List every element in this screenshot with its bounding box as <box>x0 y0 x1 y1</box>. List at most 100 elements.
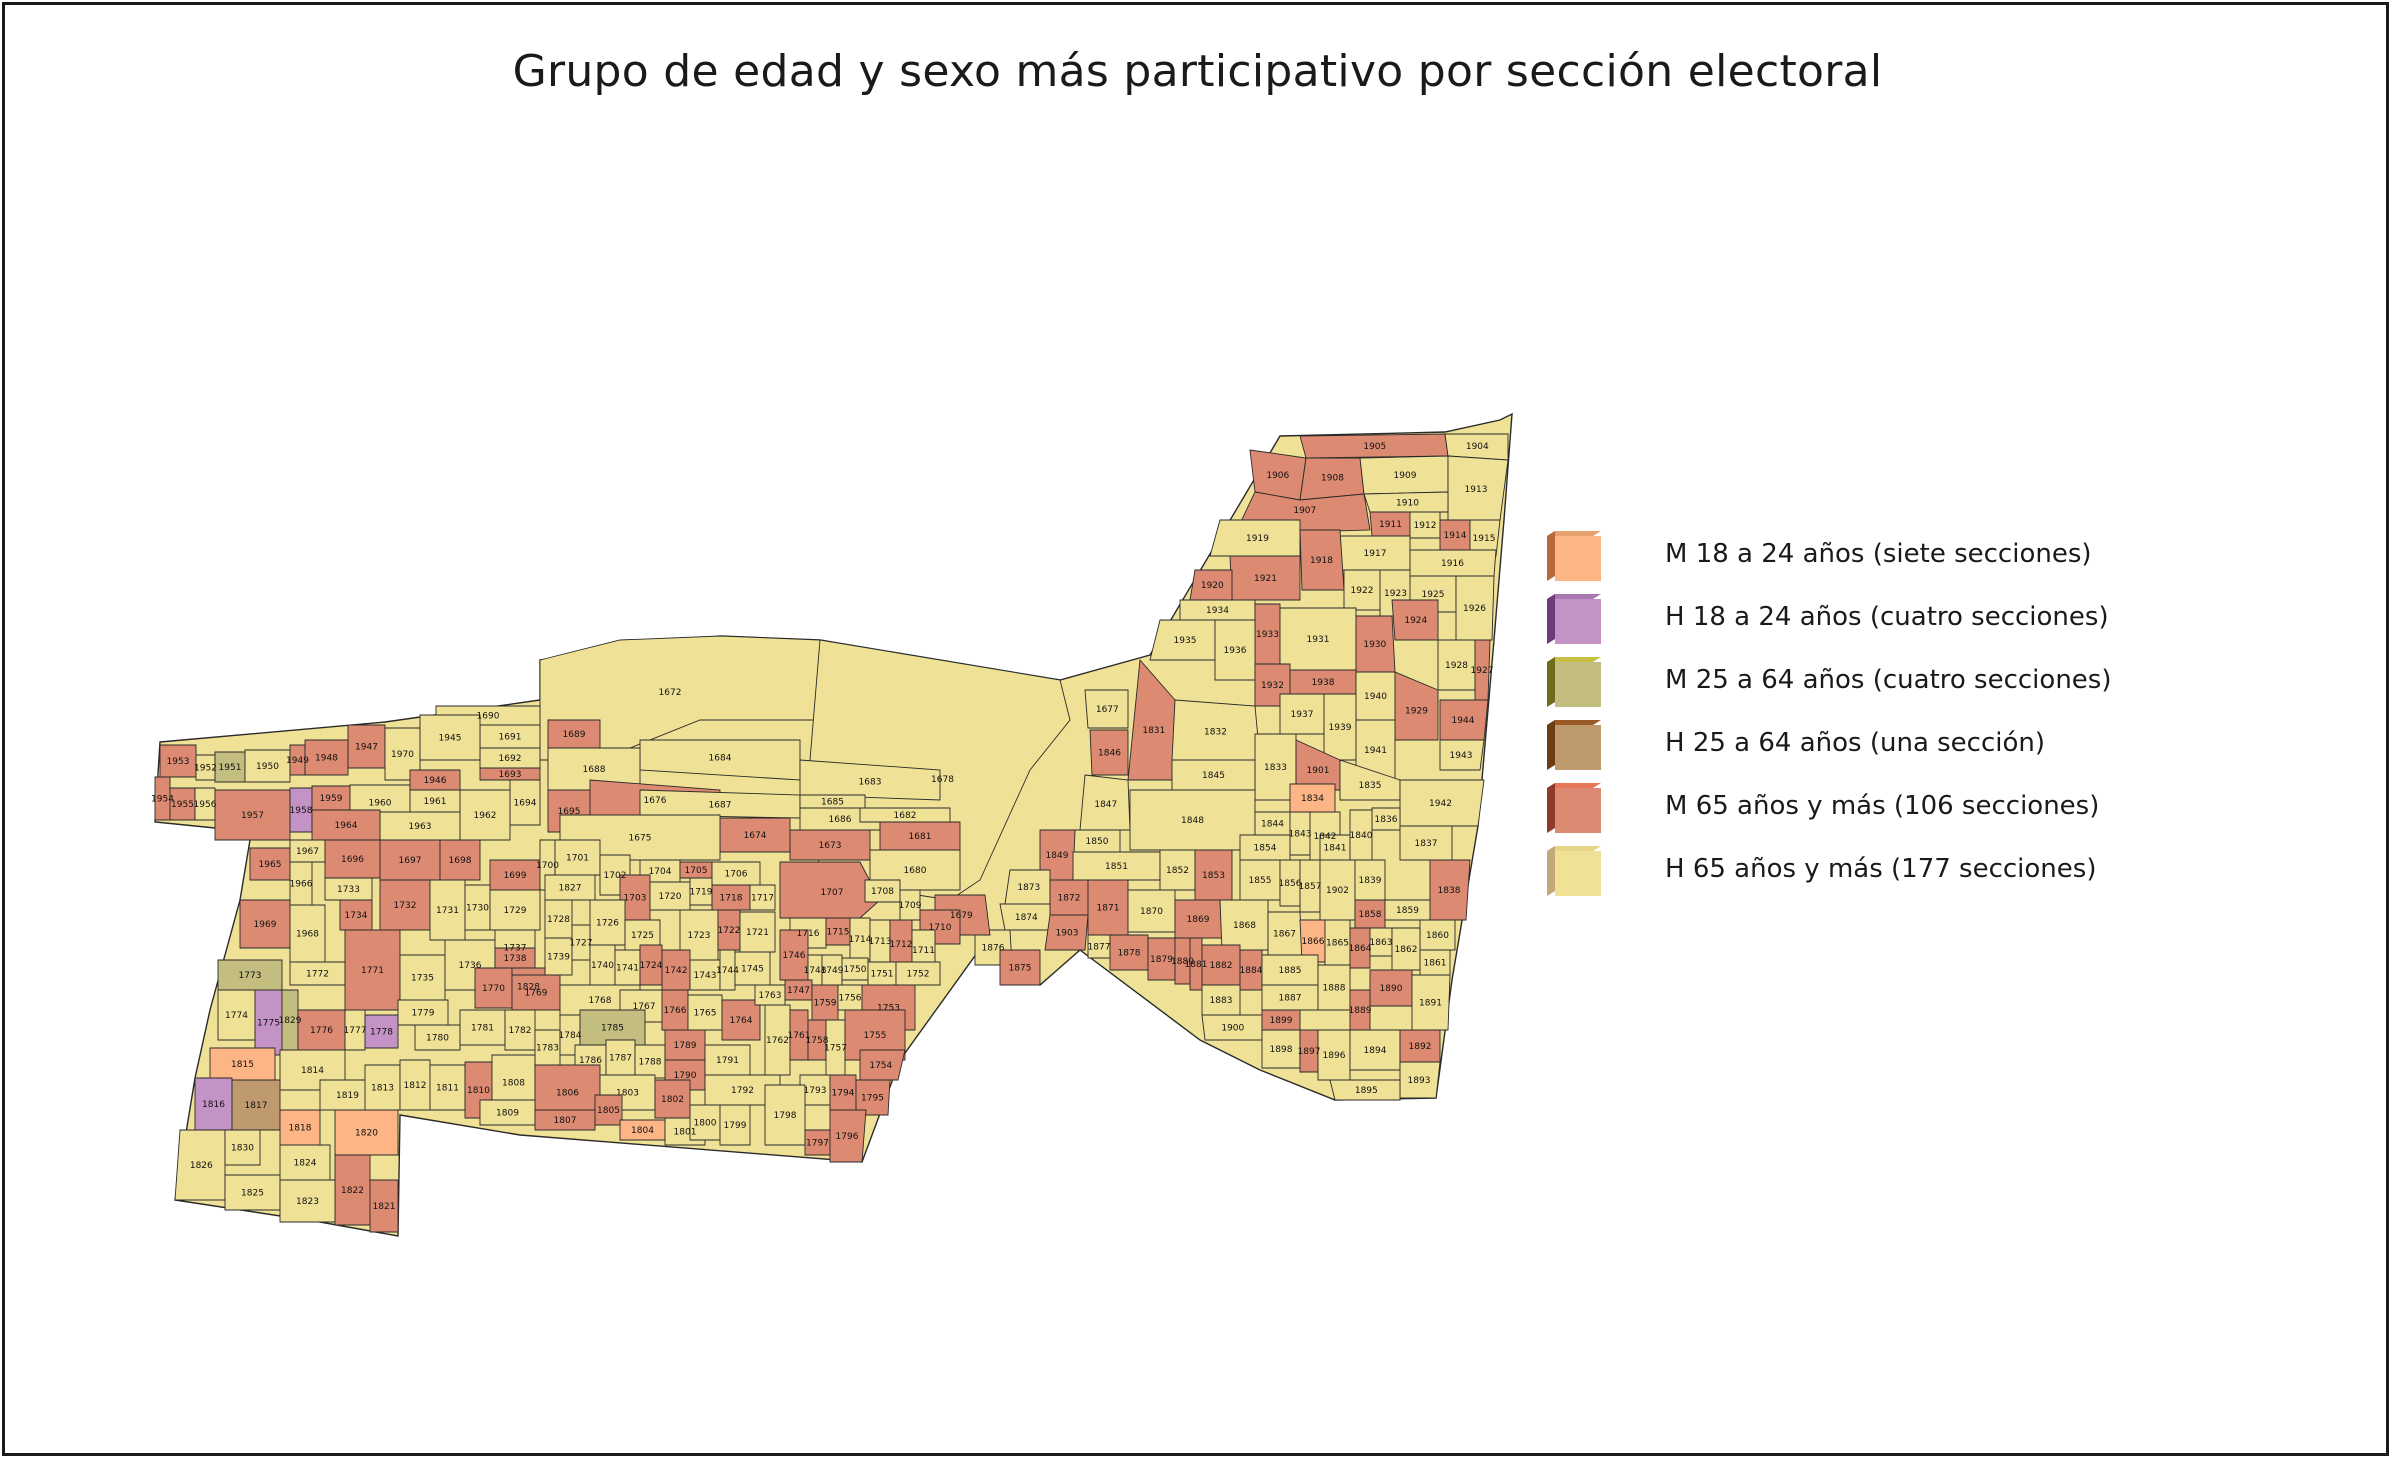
section-label-1934: 1934 <box>1206 606 1229 616</box>
section-1762 <box>764 1004 791 1076</box>
section-label-1912: 1912 <box>1414 521 1437 531</box>
section-label-1885: 1885 <box>1279 966 1302 976</box>
section-label-1687: 1687 <box>709 801 732 811</box>
section-label-1674: 1674 <box>744 831 767 841</box>
section-label-1889: 1889 <box>1349 1006 1372 1016</box>
section-label-1714: 1714 <box>849 935 872 945</box>
legend-label-h-25-64: H 25 a 64 años (una sección) <box>1665 728 2046 758</box>
section-label-1761: 1761 <box>788 1031 811 1041</box>
section-label-1925: 1925 <box>1422 590 1445 600</box>
section-label-1685: 1685 <box>821 798 844 808</box>
section-label-1857: 1857 <box>1299 882 1322 892</box>
section-label-1754: 1754 <box>869 1061 892 1071</box>
section-label-1741: 1741 <box>616 964 639 974</box>
section-label-1735: 1735 <box>411 974 434 984</box>
section-1910 <box>1363 491 1449 513</box>
section-1903 <box>1044 914 1089 951</box>
section-label-1742: 1742 <box>665 966 688 976</box>
section-label-1719: 1719 <box>690 888 713 898</box>
legend-swatch-h-25-64 <box>1547 720 1601 770</box>
section-label-1704: 1704 <box>649 867 672 877</box>
section-label-1867: 1867 <box>1273 930 1296 940</box>
section-label-1755: 1755 <box>864 1031 887 1041</box>
section-label-1861: 1861 <box>1424 959 1447 969</box>
section-label-1843: 1843 <box>1289 830 1312 840</box>
section-label-1752: 1752 <box>907 970 930 980</box>
section-label-1824: 1824 <box>294 1159 317 1169</box>
section-label-1862: 1862 <box>1395 945 1418 955</box>
section-label-1894: 1894 <box>1364 1046 1387 1056</box>
section-label-1907: 1907 <box>1293 506 1316 516</box>
section-label-1909: 1909 <box>1394 471 1417 481</box>
section-label-1676: 1676 <box>644 796 667 806</box>
section-label-1863: 1863 <box>1370 938 1393 948</box>
section-label-1689: 1689 <box>563 730 586 740</box>
section-label-1960: 1960 <box>369 799 392 809</box>
section-1698 <box>439 839 481 881</box>
section-label-1677: 1677 <box>1096 705 1119 715</box>
section-label-1949: 1949 <box>286 756 309 766</box>
section-label-1963: 1963 <box>409 822 432 832</box>
section-1821 <box>369 1179 399 1233</box>
section-label-1738: 1738 <box>504 954 527 964</box>
section-label-1782: 1782 <box>509 1026 532 1036</box>
section-label-1814: 1814 <box>301 1066 324 1076</box>
section-label-1888: 1888 <box>1323 984 1346 994</box>
section-label-1943: 1943 <box>1450 751 1473 761</box>
section-label-1699: 1699 <box>504 871 527 881</box>
section-label-1800: 1800 <box>694 1119 717 1129</box>
section-label-1716: 1716 <box>797 929 820 939</box>
section-label-1797: 1797 <box>806 1139 829 1149</box>
section-label-1798: 1798 <box>774 1111 797 1121</box>
section-label-1968: 1968 <box>296 930 319 940</box>
section-label-1892: 1892 <box>1409 1042 1432 1052</box>
section-label-1815: 1815 <box>231 1060 254 1070</box>
section-label-1839: 1839 <box>1359 876 1382 886</box>
section-label-1807: 1807 <box>554 1116 577 1126</box>
section-label-1748: 1748 <box>804 966 827 976</box>
section-label-1715: 1715 <box>827 928 850 938</box>
section-label-1858: 1858 <box>1359 910 1382 920</box>
legend-swatch-m-18-24 <box>1547 531 1601 581</box>
map-title: Grupo de edad y sexo más participativo p… <box>512 46 1883 97</box>
section-label-1918: 1918 <box>1310 556 1333 566</box>
section-label-1726: 1726 <box>596 919 619 929</box>
section-label-1736: 1736 <box>459 961 482 971</box>
section-label-1764: 1764 <box>730 1016 753 1026</box>
section-label-1713: 1713 <box>869 937 892 947</box>
section-label-1919: 1919 <box>1246 534 1269 544</box>
section-label-1691: 1691 <box>499 733 522 743</box>
section-label-1728: 1728 <box>547 915 570 925</box>
section-label-1849: 1849 <box>1046 851 1069 861</box>
section-label-1877: 1877 <box>1088 943 1111 953</box>
section-label-1792: 1792 <box>731 1086 754 1096</box>
section-label-1874: 1874 <box>1015 913 1038 923</box>
section-label-1802: 1802 <box>661 1095 684 1105</box>
section-label-1871: 1871 <box>1097 904 1120 914</box>
section-label-1851: 1851 <box>1105 862 1128 872</box>
section-label-1921: 1921 <box>1254 574 1277 584</box>
section-label-1948: 1948 <box>315 754 338 764</box>
section-label-1725: 1725 <box>631 931 654 941</box>
section-label-1837: 1837 <box>1415 839 1438 849</box>
section-1929 <box>1394 671 1439 741</box>
section-1823 <box>279 1179 336 1223</box>
section-label-1751: 1751 <box>871 970 894 980</box>
section-1739 <box>544 937 573 976</box>
section-label-1872: 1872 <box>1058 894 1081 904</box>
section-label-1703: 1703 <box>624 894 647 904</box>
sections-layer <box>154 412 1513 1237</box>
section-label-1673: 1673 <box>819 841 842 851</box>
section-label-1737: 1737 <box>504 944 527 954</box>
section-label-1768: 1768 <box>589 996 612 1006</box>
section-label-1859: 1859 <box>1396 906 1419 916</box>
section-label-1721: 1721 <box>746 928 769 938</box>
section-label-1844: 1844 <box>1261 820 1284 830</box>
section-label-1836: 1836 <box>1375 815 1398 825</box>
section-label-1743: 1743 <box>694 971 717 981</box>
section-1721 <box>739 911 776 953</box>
section-1846 <box>1089 729 1129 776</box>
section-label-1852: 1852 <box>1166 866 1189 876</box>
section-label-1834: 1834 <box>1301 794 1324 804</box>
section-label-1796: 1796 <box>836 1132 859 1142</box>
